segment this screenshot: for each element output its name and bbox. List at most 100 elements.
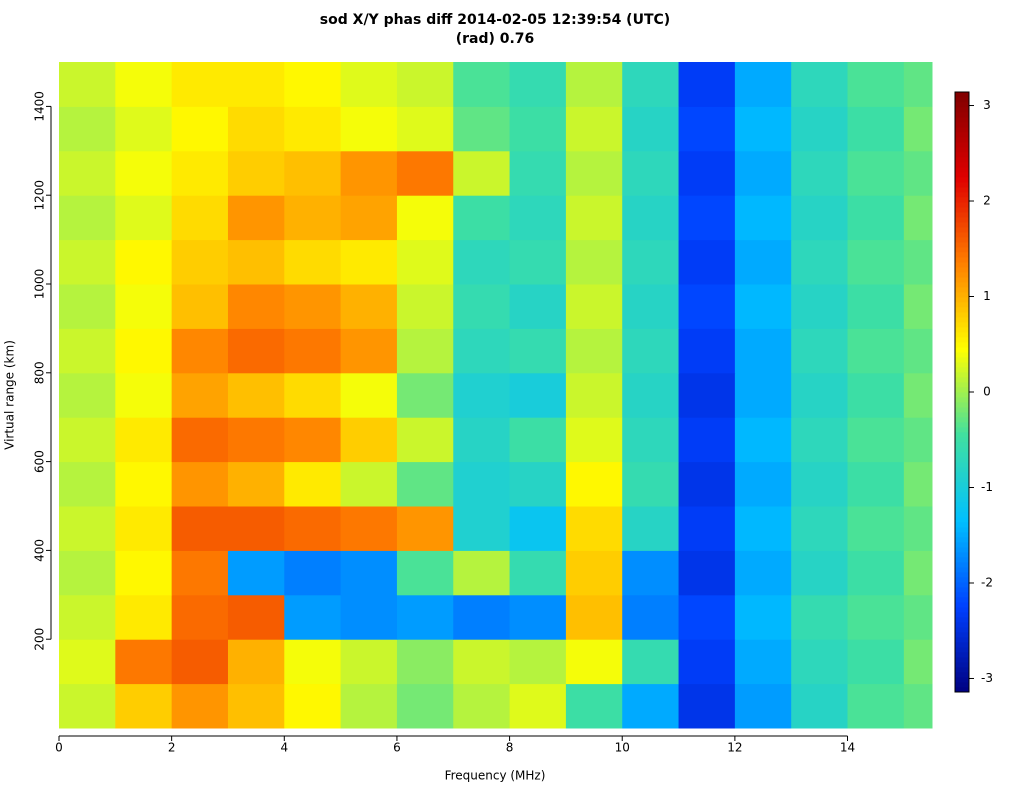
heat-cell: [678, 372, 736, 418]
heat-cell: [59, 417, 116, 463]
heat-cell: [791, 506, 849, 551]
heat-cell: [453, 284, 511, 329]
colorbar-swatch: [955, 297, 969, 303]
heat-cell: [284, 328, 342, 374]
heat-cell: [734, 594, 792, 640]
colorbar-tick-label: -3: [981, 671, 993, 685]
colorbar-swatch: [955, 222, 969, 228]
x-tick-label: 6: [393, 741, 401, 755]
y-tick-label: 400: [33, 539, 47, 562]
heat-cell: [622, 106, 680, 152]
colorbar-swatch: [955, 417, 969, 423]
heat-cell: [171, 506, 229, 551]
colorbar-swatch: [955, 217, 969, 223]
heat-cell: [396, 195, 454, 241]
heat-cell: [171, 639, 229, 685]
x-tick-label: 0: [55, 741, 63, 755]
colorbar-swatch: [955, 337, 969, 343]
heat-cell: [453, 639, 511, 685]
heat-cell: [847, 461, 905, 507]
heat-cell: [453, 239, 511, 285]
colorbar-swatch: [955, 667, 969, 673]
heat-cell: [509, 550, 567, 596]
colorbar-swatch: [955, 587, 969, 593]
heat-cell: [171, 284, 229, 329]
heat-cell: [791, 372, 849, 418]
heat-cell: [791, 550, 849, 596]
heat-cell: [903, 594, 933, 640]
heat-cell: [340, 417, 398, 463]
colorbar-swatch: [955, 167, 969, 173]
colorbar-swatch: [955, 437, 969, 443]
heat-cell: [565, 62, 623, 107]
colorbar-swatch: [955, 467, 969, 473]
y-axis-label: Virtual range (km): [3, 340, 17, 450]
heat-cell: [622, 461, 680, 507]
heat-cell: [396, 150, 454, 196]
colorbar-swatch: [955, 122, 969, 128]
colorbar-swatch: [955, 432, 969, 438]
colorbar-swatch: [955, 397, 969, 403]
heat-cell: [734, 417, 792, 463]
heat-cell: [791, 284, 849, 329]
colorbar-swatch: [955, 97, 969, 103]
heat-cell: [565, 372, 623, 418]
colorbar-swatch: [955, 552, 969, 558]
colorbar-swatch: [955, 112, 969, 118]
heat-cell: [565, 106, 623, 152]
x-tick-label: 4: [280, 741, 288, 755]
heat-cell: [284, 461, 342, 507]
heat-cell: [227, 62, 285, 107]
heat-cell: [340, 639, 398, 685]
heat-cell: [734, 284, 792, 329]
heat-cell: [171, 239, 229, 285]
heat-cell: [847, 594, 905, 640]
colorbar-swatch: [955, 277, 969, 283]
heat-cell: [396, 239, 454, 285]
y-tick-label: 1400: [33, 91, 47, 122]
colorbar-swatch: [955, 647, 969, 653]
colorbar-swatch: [955, 152, 969, 158]
heat-cell: [396, 506, 454, 551]
colorbar-swatch: [955, 677, 969, 683]
colorbar-swatch: [955, 312, 969, 318]
heat-cell: [340, 594, 398, 640]
colorbar-swatch: [955, 622, 969, 628]
heat-cell: [284, 372, 342, 418]
colorbar-swatch: [955, 487, 969, 493]
heat-cell: [59, 328, 116, 374]
colorbar-swatch: [955, 392, 969, 398]
heat-cell: [903, 417, 933, 463]
heat-cell: [622, 150, 680, 196]
heat-cell: [59, 106, 116, 152]
heat-cell: [509, 372, 567, 418]
heat-cell: [903, 372, 933, 418]
heat-cell: [622, 62, 680, 107]
colorbar-tick-label: 2: [983, 194, 991, 208]
heat-cell: [678, 506, 736, 551]
colorbar-swatch: [955, 212, 969, 218]
colorbar-swatch: [955, 547, 969, 553]
colorbar-swatch: [955, 132, 969, 138]
heat-cell: [509, 328, 567, 374]
heat-cell: [284, 195, 342, 241]
heat-cell: [791, 239, 849, 285]
y-tick-label: 1000: [33, 269, 47, 300]
heat-cell: [115, 150, 173, 196]
colorbar-swatch: [955, 617, 969, 623]
colorbar-swatch: [955, 612, 969, 618]
heat-cell: [227, 683, 285, 729]
colorbar-swatch: [955, 357, 969, 363]
heat-cell: [227, 372, 285, 418]
colorbar-swatch: [955, 372, 969, 378]
heat-cell: [622, 284, 680, 329]
heat-cell: [903, 195, 933, 241]
heat-cell: [59, 284, 116, 329]
heat-cell: [115, 506, 173, 551]
colorbar-swatch: [955, 452, 969, 458]
heat-cell: [903, 461, 933, 507]
heat-cell: [227, 195, 285, 241]
colorbar-tick-label: 0: [983, 385, 991, 399]
colorbar-swatch: [955, 332, 969, 338]
colorbar-swatch: [955, 422, 969, 428]
